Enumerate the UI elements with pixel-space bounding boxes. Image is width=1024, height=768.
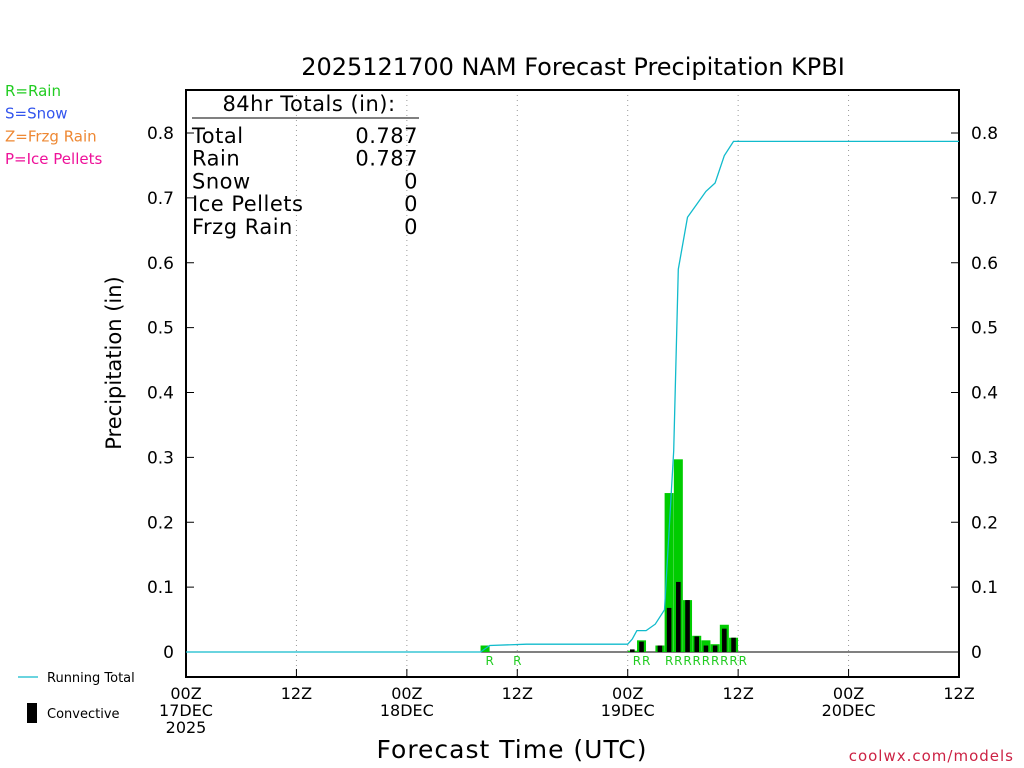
ptype-legend-item: S=Snow bbox=[5, 105, 68, 123]
convective-bar bbox=[694, 636, 700, 652]
ptype-mark: R bbox=[486, 654, 494, 668]
credit-text: coolwx.com/models bbox=[849, 747, 1014, 765]
ptype-mark: R bbox=[642, 654, 650, 668]
ptype-legend: R=Rain S=Snow Z=Frzg Rain P=Ice Pellets bbox=[5, 82, 102, 168]
x-tick-label: 12Z bbox=[722, 684, 753, 703]
y-tick-label-left: 0.7 bbox=[147, 189, 174, 209]
x-tick-label: 17DEC bbox=[159, 701, 213, 720]
totals-label: Frzg Rain bbox=[192, 215, 293, 239]
y-tick-label-left: 0.5 bbox=[147, 319, 174, 339]
convective-bar bbox=[676, 581, 681, 652]
convective-bar bbox=[639, 641, 644, 652]
convective-bar bbox=[722, 628, 727, 652]
rain-bars bbox=[480, 459, 739, 652]
gridlines bbox=[295, 90, 850, 677]
convective-legend-label: Convective bbox=[47, 707, 120, 722]
convective-bar bbox=[712, 645, 718, 652]
x-tick-label: 20DEC bbox=[822, 701, 876, 720]
convective-bar bbox=[703, 645, 709, 652]
y-tick-label-left: 0.6 bbox=[147, 254, 174, 274]
totals-value: 0 bbox=[404, 192, 418, 216]
ptype-mark: R bbox=[683, 654, 691, 668]
x-tick-label: 00Z bbox=[391, 684, 422, 703]
convective-bar bbox=[657, 645, 663, 652]
y-tick-label-right: 0 bbox=[971, 643, 982, 663]
plot-frame bbox=[185, 89, 960, 678]
ptype-mark: R bbox=[674, 654, 682, 668]
ptype-mark: R bbox=[720, 654, 728, 668]
y-tick-label-right: 0.1 bbox=[971, 578, 998, 598]
totals-value: 0.787 bbox=[355, 147, 418, 171]
ptype-mark: R bbox=[739, 654, 747, 668]
totals-box: 84hr Totals (in): Total 0.787 Rain 0.787 Sno… bbox=[191, 92, 419, 239]
y-tick-label-left: 0.2 bbox=[147, 513, 174, 533]
ptype-mark: R bbox=[665, 654, 673, 668]
convective-bar bbox=[685, 600, 690, 652]
convective-bar bbox=[666, 607, 672, 652]
ptype-mark: R bbox=[633, 654, 641, 668]
ptype-mark: R bbox=[729, 654, 737, 668]
y-tick-label-left: 0.4 bbox=[147, 384, 174, 404]
running-total-legend-label: Running Total bbox=[47, 671, 135, 686]
rain-bar bbox=[673, 459, 683, 652]
x-tick-label: 19DEC bbox=[601, 701, 655, 720]
y-tick-label-right: 0.4 bbox=[971, 384, 998, 404]
x-tick-label: 18DEC bbox=[380, 701, 434, 720]
convective-legend: Convective bbox=[27, 703, 120, 723]
y-tick-label-right: 0.3 bbox=[971, 448, 998, 468]
running-total-legend: Running Total bbox=[18, 671, 135, 686]
ptype-mark: R bbox=[711, 654, 719, 668]
y-tick-label-left: 0.1 bbox=[147, 578, 174, 598]
y-tick-label-right: 0.5 bbox=[971, 319, 998, 339]
convective-bars bbox=[630, 581, 736, 652]
ptype-legend-item: P=Ice Pellets bbox=[5, 150, 102, 168]
totals-value: 0 bbox=[404, 215, 418, 239]
x-tick-label: 00Z bbox=[170, 684, 201, 703]
x-tick-label: 12Z bbox=[943, 684, 974, 703]
ptype-mark: R bbox=[693, 654, 701, 668]
ptype-legend-item: Z=Frzg Rain bbox=[5, 127, 97, 145]
x-tick-label: 12Z bbox=[281, 684, 312, 703]
totals-heading: 84hr Totals (in): bbox=[222, 92, 395, 116]
x-tick-label: 12Z bbox=[502, 684, 533, 703]
chart-title: 2025121700 NAM Forecast Precipitation KP… bbox=[301, 53, 845, 81]
y-axis-left: 0 0.1 0.2 0.3 0.4 0.5 0.6 0.7 0.8 bbox=[147, 124, 194, 663]
y-axis-label: Precipitation (in) bbox=[102, 276, 126, 449]
y-axis-right: 0 0.1 0.2 0.3 0.4 0.5 0.6 0.7 0.8 bbox=[951, 124, 998, 663]
y-tick-label-left: 0 bbox=[163, 643, 174, 663]
rain-bar bbox=[664, 493, 674, 652]
y-tick-label-left: 0.8 bbox=[147, 124, 174, 144]
totals-label: Rain bbox=[192, 147, 240, 171]
totals-rows: Total 0.787 Rain 0.787 Snow 0 Ice Pellets 0 Frzg… bbox=[191, 124, 418, 239]
convective-legend-swatch bbox=[27, 703, 37, 723]
totals-value: 0.787 bbox=[355, 124, 418, 148]
y-tick-label-right: 0.6 bbox=[971, 254, 998, 274]
x-axis-label: Forecast Time (UTC) bbox=[377, 735, 648, 764]
y-tick-label-right: 0.2 bbox=[971, 513, 998, 533]
y-tick-label-right: 0.8 bbox=[971, 124, 998, 144]
ptype-mark: R bbox=[513, 654, 521, 668]
running-total-line bbox=[186, 140, 959, 653]
ptype-legend-item: R=Rain bbox=[5, 82, 61, 100]
y-tick-label-right: 0.7 bbox=[971, 189, 998, 209]
x-tick-label: 2025 bbox=[166, 718, 207, 737]
y-tick-label-left: 0.3 bbox=[147, 448, 174, 468]
totals-label: Snow bbox=[192, 169, 251, 193]
totals-value: 0 bbox=[404, 169, 418, 193]
x-tick-label: 00Z bbox=[612, 684, 643, 703]
convective-bar bbox=[731, 637, 736, 652]
ptype-mark: R bbox=[702, 654, 710, 668]
convective-bar bbox=[630, 649, 635, 652]
x-tick-label: 00Z bbox=[833, 684, 864, 703]
totals-label: Total bbox=[191, 124, 244, 148]
totals-label: Ice Pellets bbox=[192, 192, 303, 216]
